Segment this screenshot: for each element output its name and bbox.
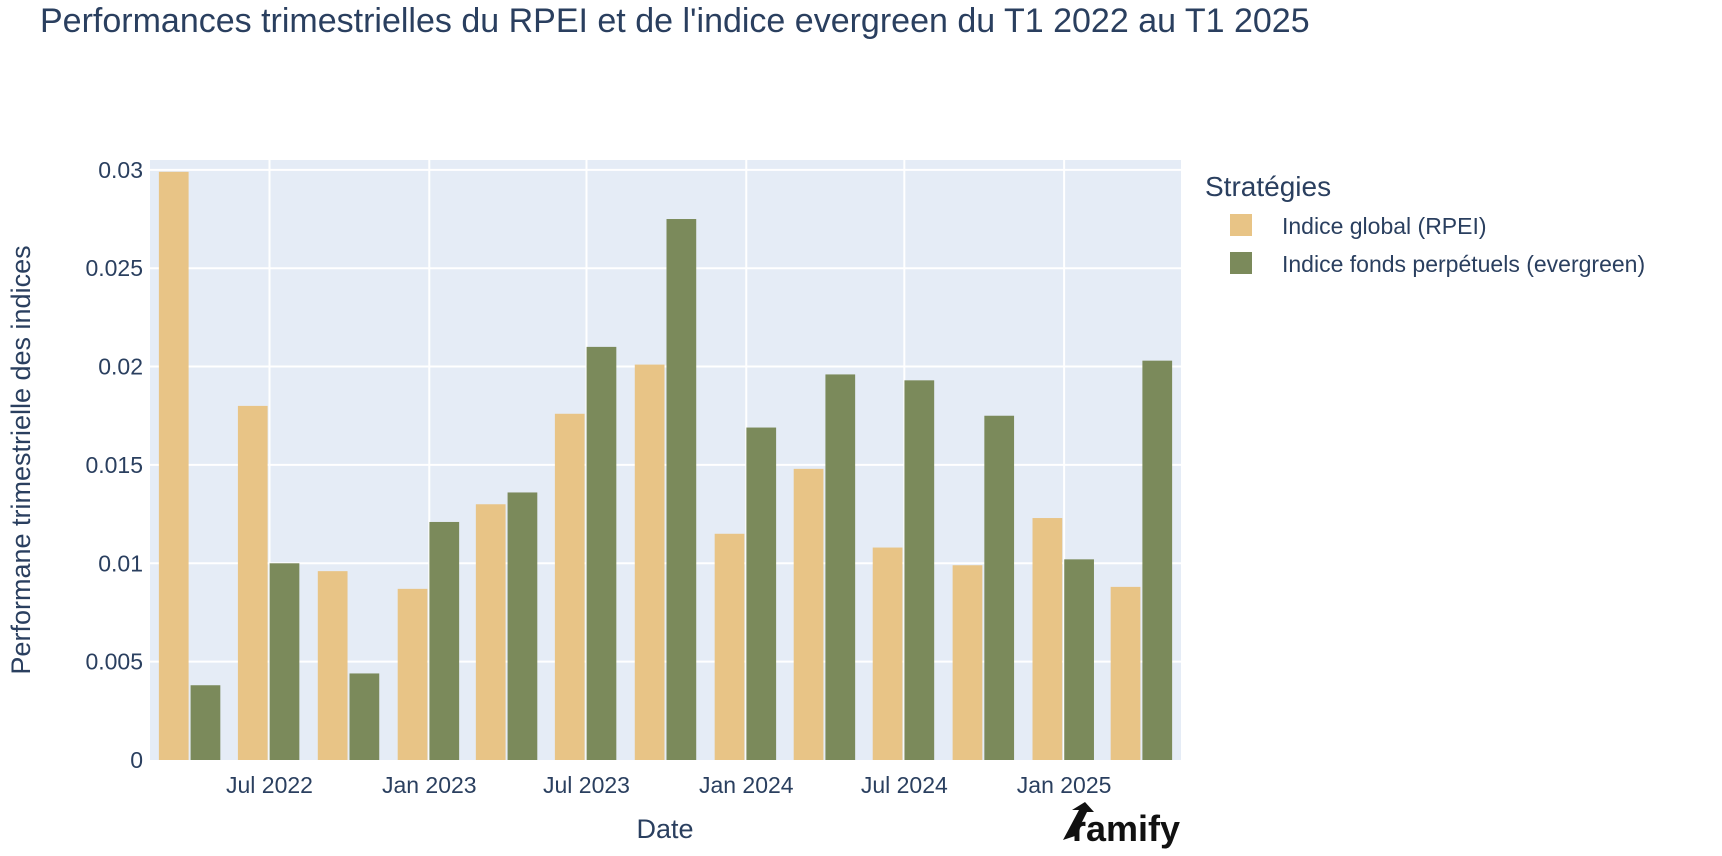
bar-evergreen[interactable]	[984, 415, 1015, 760]
ramify-logo: ramify	[1063, 802, 1180, 849]
bar-evergreen[interactable]	[429, 521, 460, 760]
bar-rpei[interactable]	[634, 364, 665, 760]
bar-rpei[interactable]	[554, 413, 585, 760]
y-tick-label: 0.03	[98, 157, 143, 183]
y-tick-label: 0.01	[98, 550, 143, 576]
bar-evergreen[interactable]	[269, 563, 300, 760]
bar-rpei[interactable]	[952, 565, 983, 760]
x-tick-label: Jan 2024	[699, 772, 794, 798]
bar-rpei[interactable]	[317, 571, 348, 760]
legend[interactable]: Stratégies Indice global (RPEI) Indice f…	[1205, 171, 1645, 277]
bar-rpei[interactable]	[1110, 586, 1141, 760]
y-tick-label: 0.02	[98, 354, 143, 380]
legend-swatch-rpei	[1230, 214, 1252, 236]
bar-evergreen[interactable]	[825, 374, 856, 760]
bar-rpei[interactable]	[158, 171, 189, 760]
x-tick-labels: Jul 2022 Jan 2023 Jul 2023 Jan 2024 Jul 2024…	[226, 772, 1111, 798]
bar-evergreen[interactable]	[1142, 360, 1173, 760]
bar-evergreen[interactable]	[666, 219, 697, 761]
ramify-logo-text: ramify	[1072, 808, 1180, 849]
legend-label-rpei: Indice global (RPEI)	[1282, 213, 1487, 239]
bar-evergreen[interactable]	[904, 380, 935, 760]
bar-evergreen[interactable]	[349, 673, 380, 760]
bar-evergreen[interactable]	[1064, 559, 1094, 760]
plot-area	[150, 160, 1181, 760]
bar-evergreen[interactable]	[190, 685, 221, 760]
legend-item-evergreen[interactable]: Indice fonds perpétuels (evergreen)	[1230, 251, 1645, 277]
y-tick-label: 0.025	[85, 255, 143, 281]
bar-rpei[interactable]	[714, 533, 745, 760]
ramify-logo-icon	[1063, 802, 1094, 840]
bar-evergreen[interactable]	[746, 427, 777, 760]
y-tick-label: 0	[130, 747, 143, 773]
x-tick-label: Jul 2024	[861, 772, 948, 798]
bars	[158, 171, 1173, 761]
bar-rpei[interactable]	[475, 504, 506, 760]
bar-rpei[interactable]	[793, 468, 824, 760]
chart-title: Performances trimestrielles du RPEI et d…	[40, 2, 1310, 40]
x-axis-title: Date	[636, 814, 693, 844]
legend-swatch-evergreen	[1230, 252, 1252, 274]
legend-item-rpei[interactable]: Indice global (RPEI)	[1230, 213, 1487, 239]
gridlines	[150, 160, 1181, 760]
x-tick-label: Jan 2025	[1017, 772, 1112, 798]
bar-rpei[interactable]	[1032, 518, 1063, 760]
x-tick-label: Jan 2023	[382, 772, 477, 798]
y-axis-title: Performane trimestrielle des indices	[6, 245, 36, 674]
y-tick-labels: 0 0.005 0.01 0.015 0.02 0.025 0.03	[85, 157, 143, 773]
legend-label-evergreen: Indice fonds perpétuels (evergreen)	[1282, 251, 1645, 277]
bar-evergreen[interactable]	[586, 346, 617, 760]
x-tick-label: Jul 2022	[226, 772, 313, 798]
y-tick-label: 0.005	[85, 649, 143, 675]
bar-rpei[interactable]	[872, 547, 903, 760]
y-tick-label: 0.015	[85, 452, 143, 478]
bar-rpei[interactable]	[397, 588, 428, 760]
legend-title: Stratégies	[1205, 171, 1331, 202]
bar-rpei[interactable]	[237, 405, 268, 760]
x-tick-label: Jul 2023	[543, 772, 630, 798]
bar-evergreen[interactable]	[507, 492, 538, 760]
